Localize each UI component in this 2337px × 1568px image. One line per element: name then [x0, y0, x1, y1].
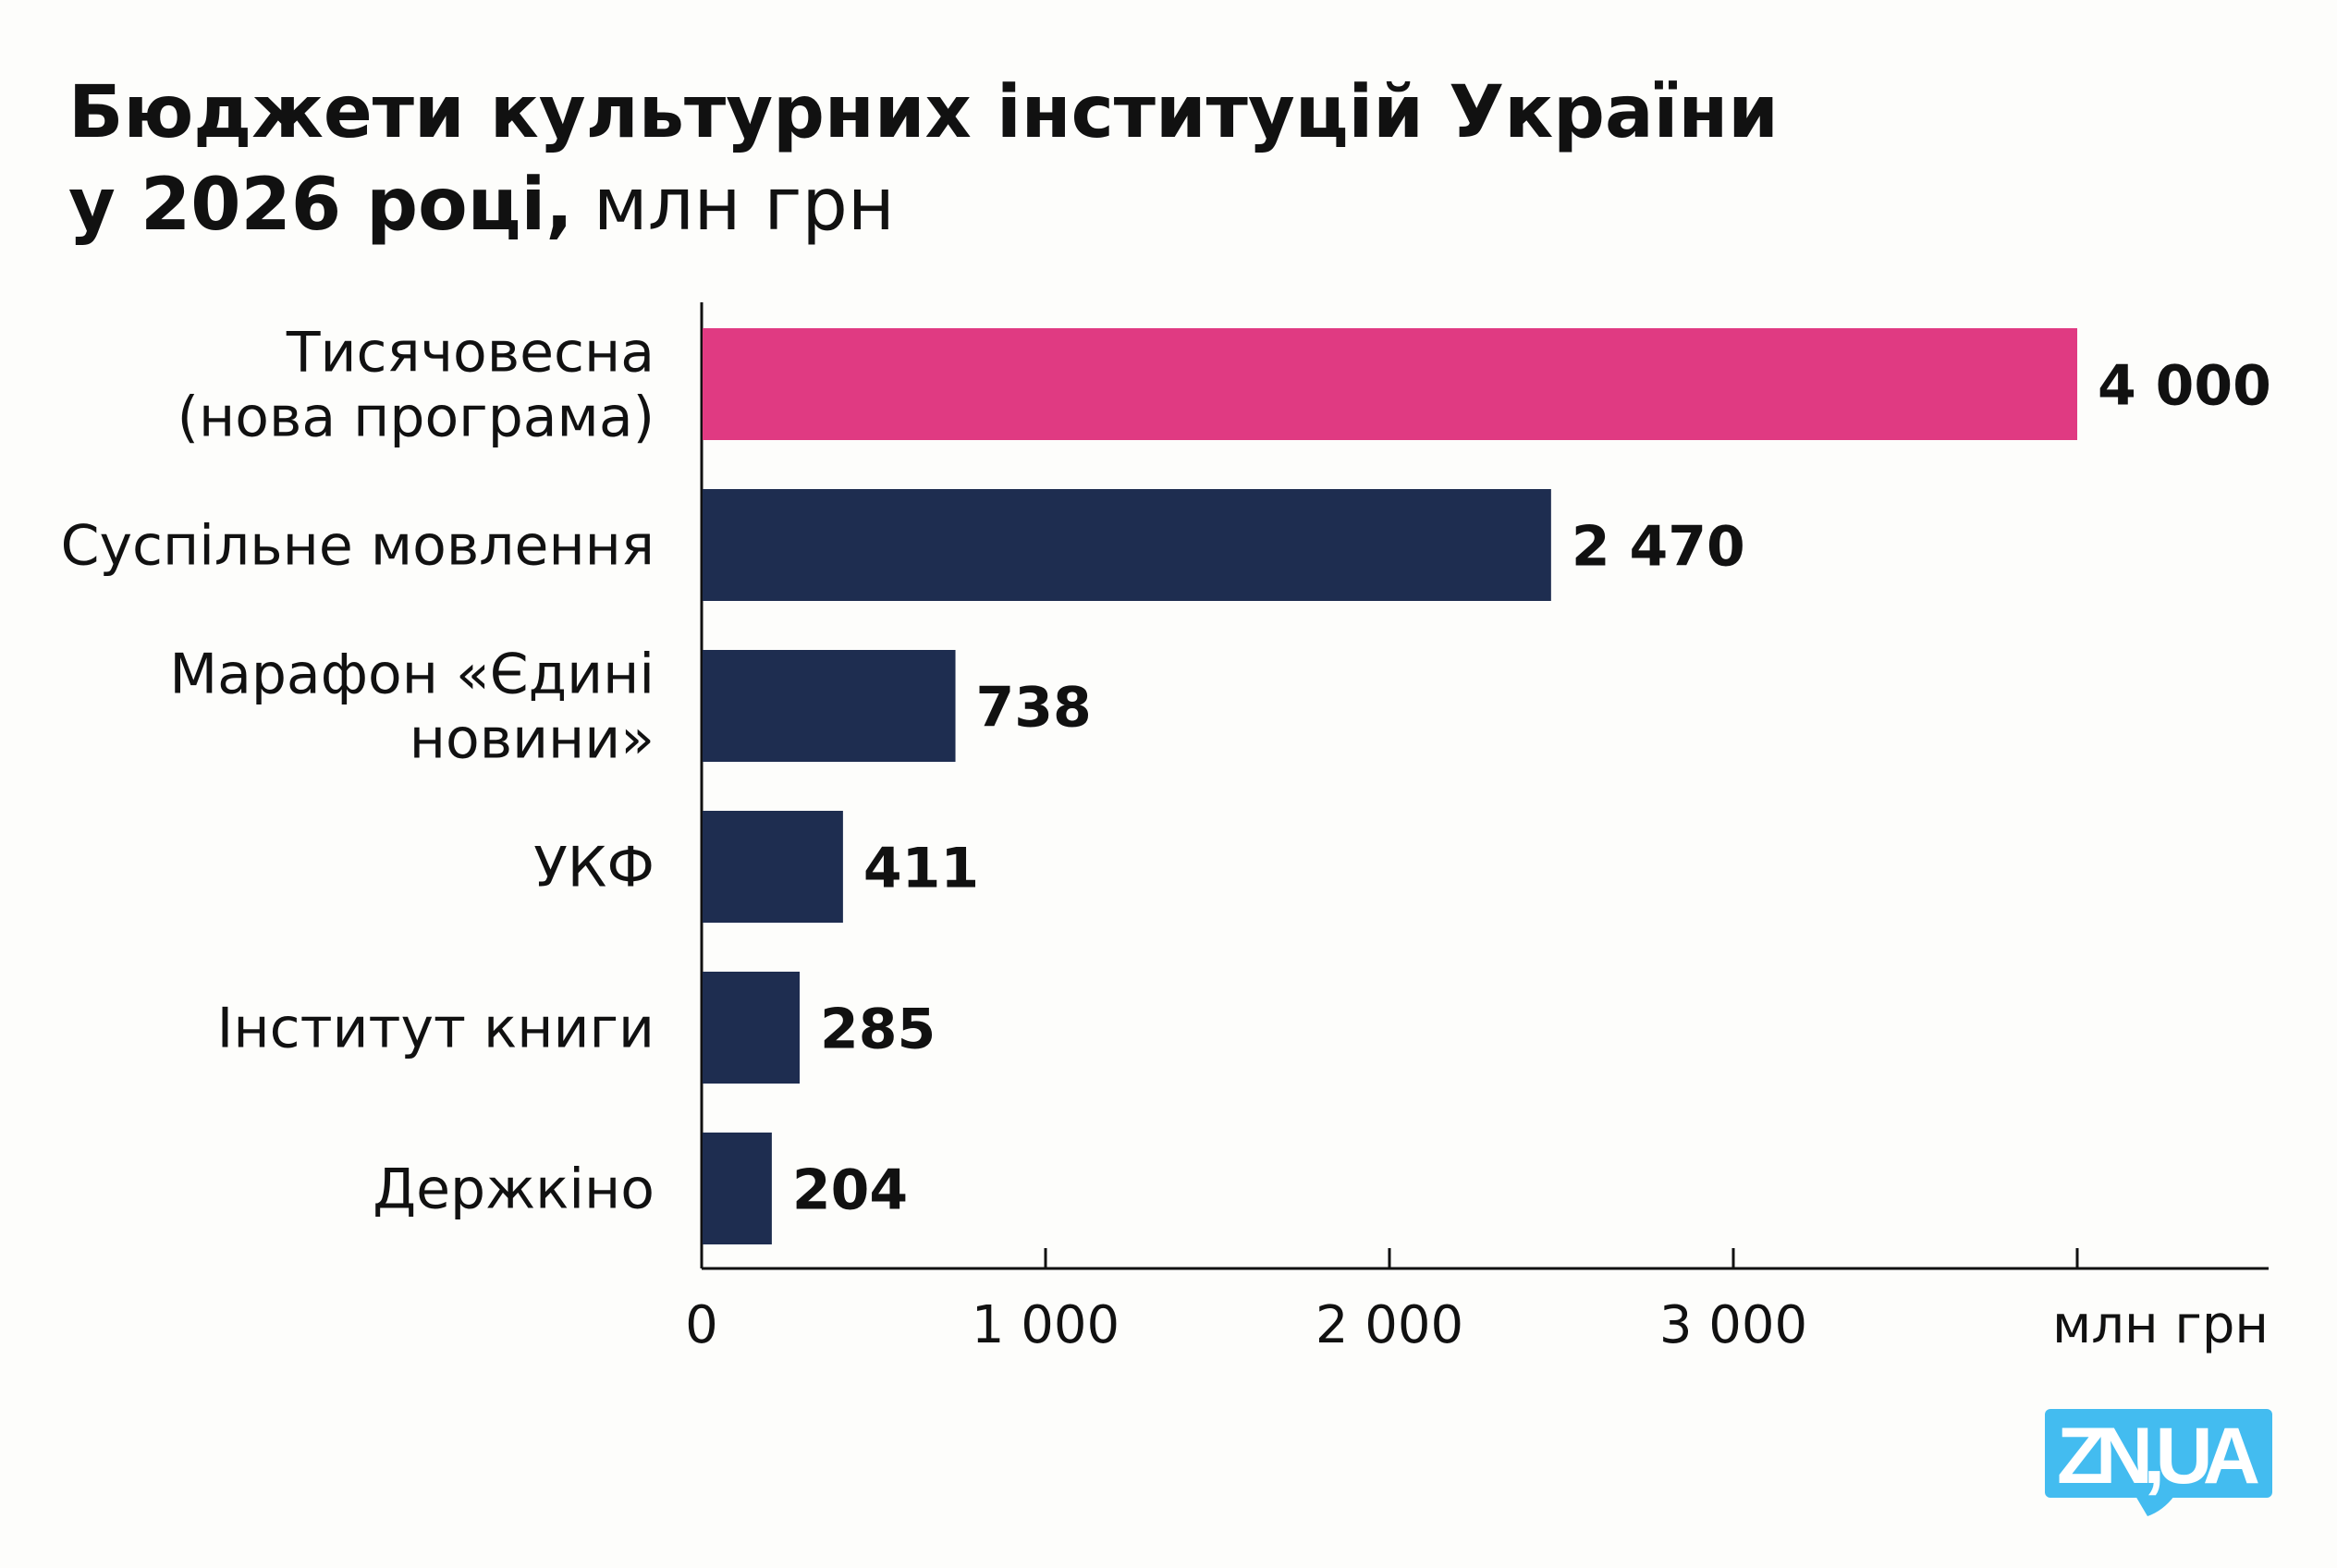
- value-label: 411: [863, 837, 979, 901]
- bar: [703, 328, 2077, 440]
- x-axis-unit-label: млн грн: [2052, 1295, 2269, 1355]
- value-label: 2 470: [1572, 515, 1745, 580]
- logo-text: ZN,UA: [2057, 1412, 2260, 1501]
- bar: [703, 650, 956, 762]
- bar: [703, 489, 1551, 601]
- value-label: 4 000: [2098, 354, 2271, 419]
- x-tick-label: 2 000: [1315, 1295, 1463, 1355]
- category-label: Марафон «Єдині: [169, 643, 655, 707]
- category-label: Інститут книги: [217, 997, 655, 1061]
- x-tick-label: 0: [685, 1295, 718, 1355]
- category-label: Суспільне мовлення: [61, 514, 655, 579]
- category-label: новини»: [410, 707, 655, 772]
- value-label: 285: [820, 998, 936, 1062]
- category-label: Тисячовесна: [286, 321, 655, 386]
- subtitle-unit: млн грн: [593, 164, 895, 247]
- value-label: 204: [792, 1158, 908, 1223]
- bar: [703, 811, 843, 923]
- x-tick-label: 3 000: [1659, 1295, 1807, 1355]
- subtitle-bold: у 2026 році,: [68, 164, 573, 247]
- chart-title: Бюджети культурних інституцій України: [68, 71, 1779, 154]
- zn-ua-logo: ZN,UA: [2045, 1409, 2272, 1516]
- category-label: (нова програма): [177, 386, 655, 450]
- category-label: Держкіно: [373, 1158, 655, 1222]
- category-label: УКФ: [533, 836, 655, 900]
- x-tick-label: 1 000: [972, 1295, 1120, 1355]
- value-label: 738: [976, 676, 1092, 741]
- bar: [703, 1133, 772, 1244]
- chart-subtitle: у 2026 році, млн грн: [68, 164, 895, 247]
- bar: [703, 972, 801, 1084]
